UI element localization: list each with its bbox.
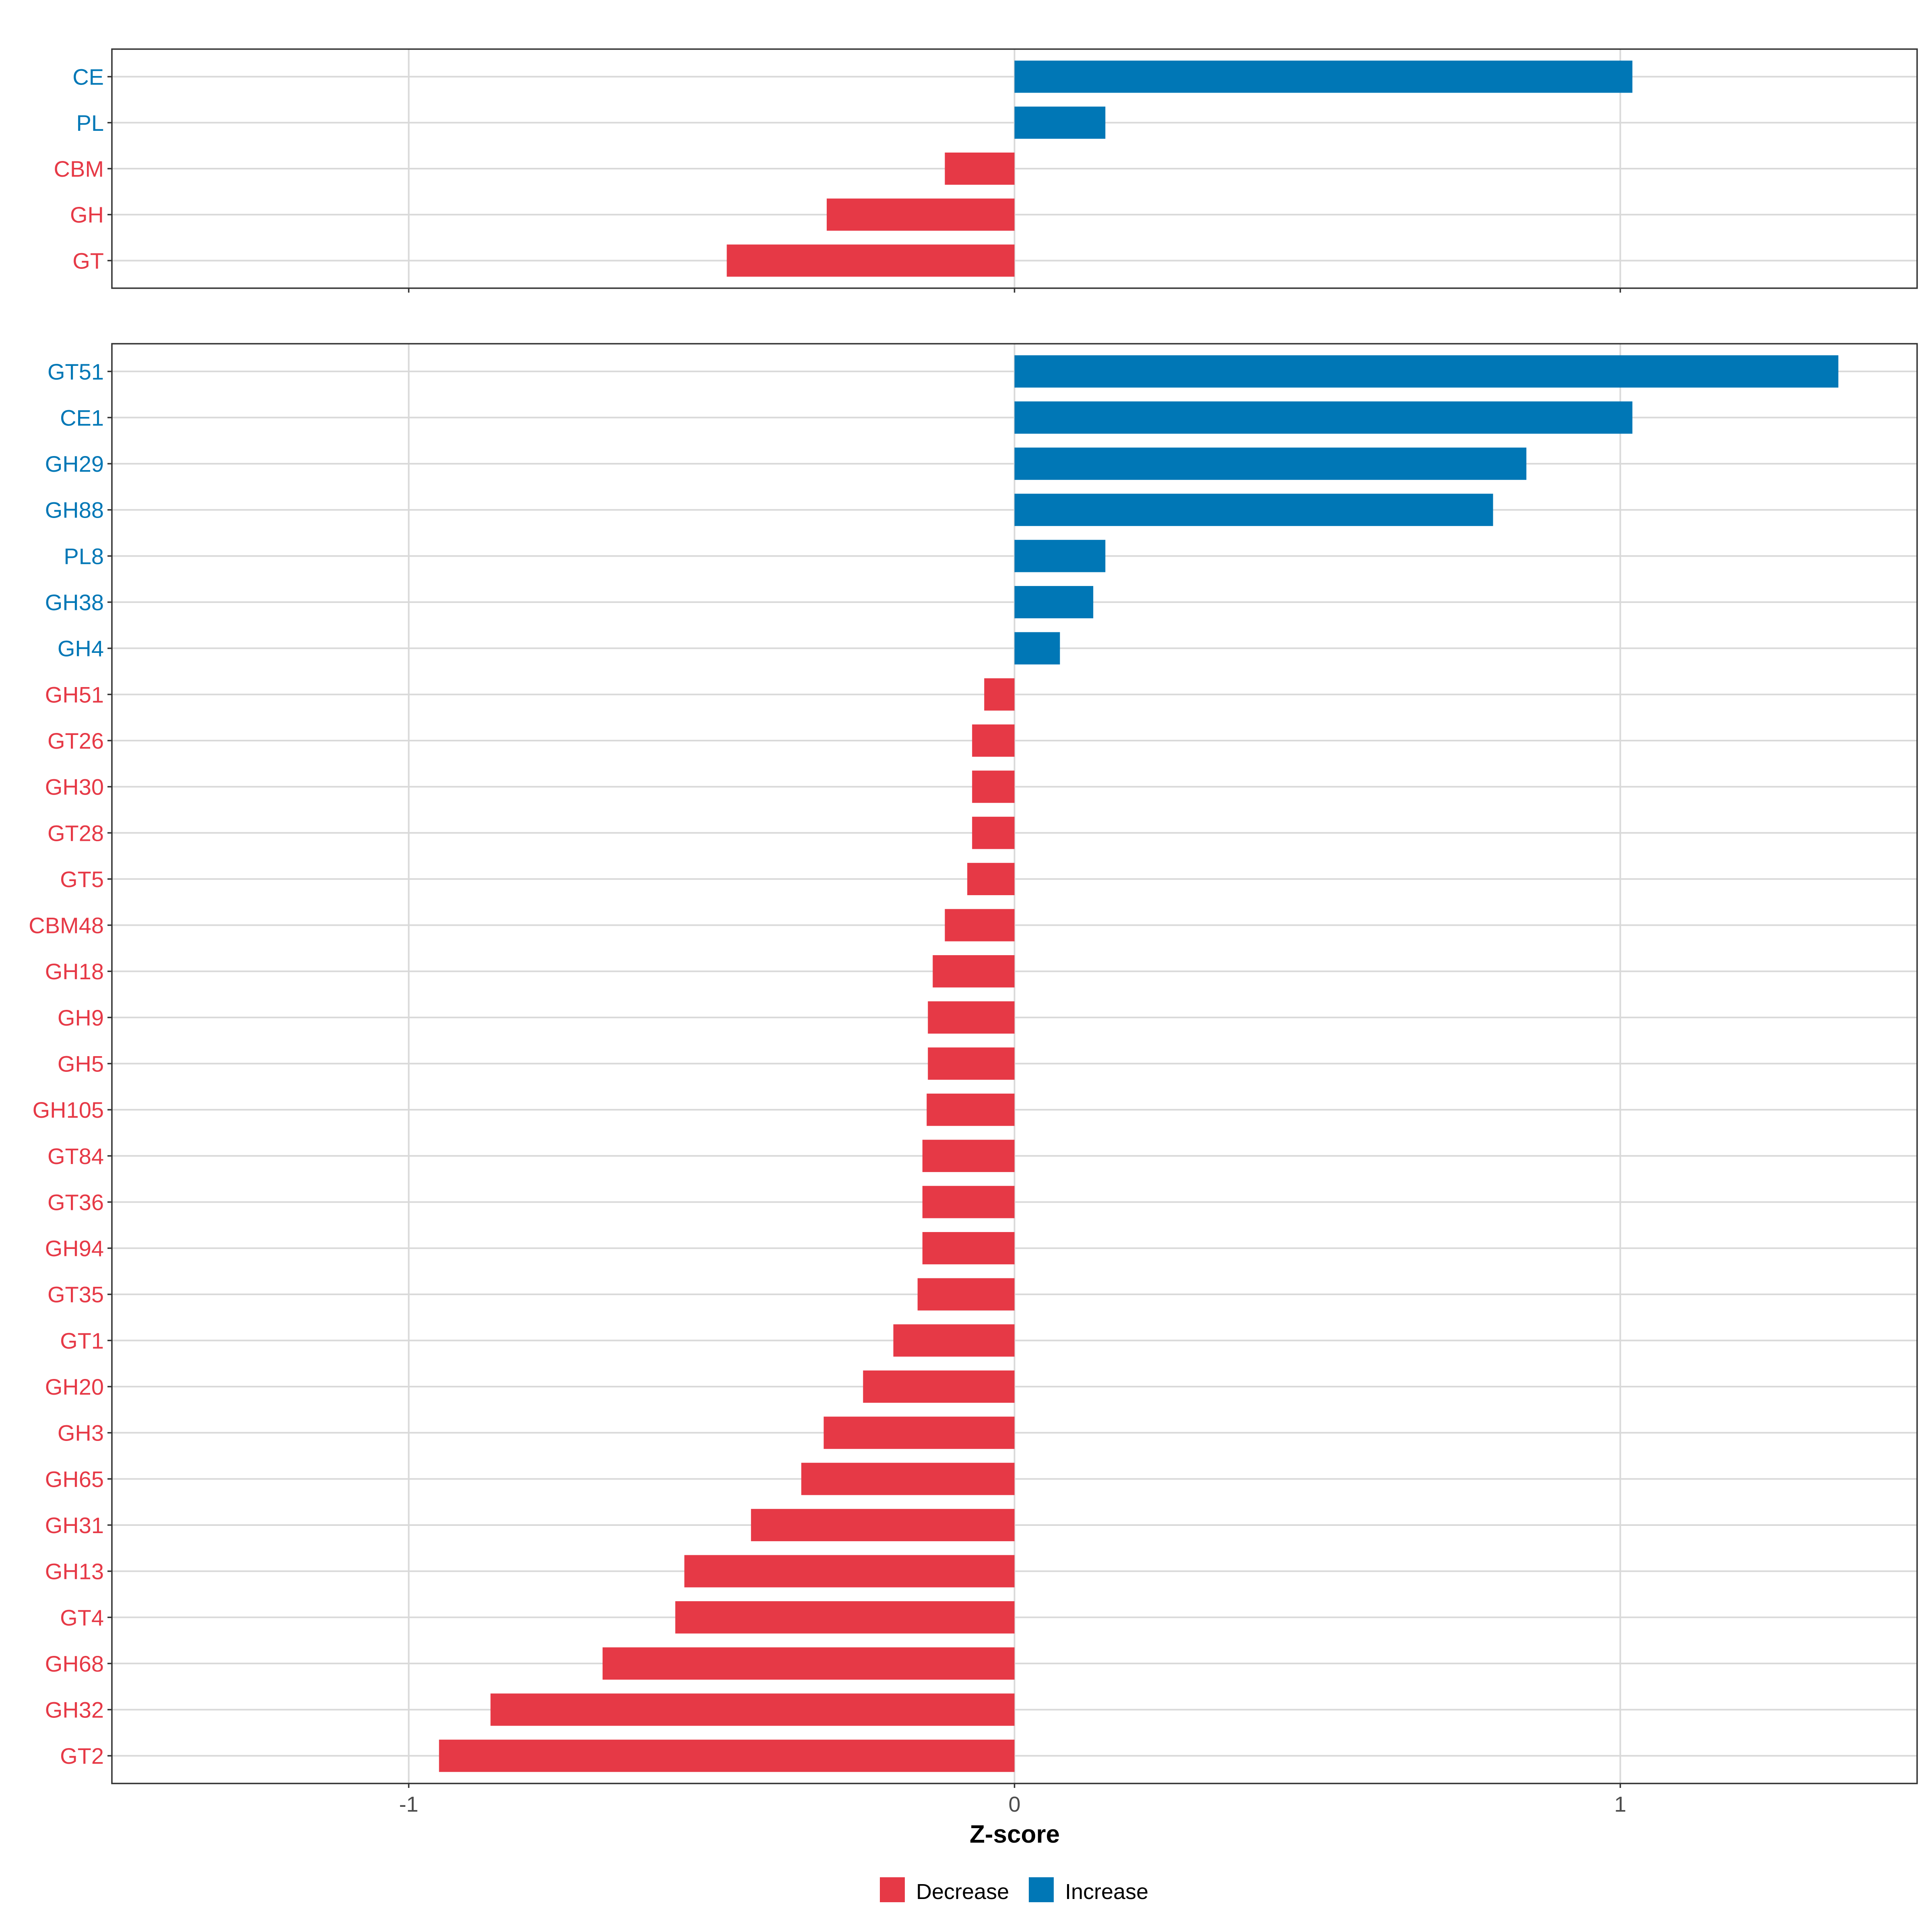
bar-gt2 xyxy=(439,1740,1015,1772)
bar-gh68 xyxy=(603,1647,1015,1680)
bar-gh4 xyxy=(1014,632,1060,665)
bar-cbm xyxy=(945,153,1015,185)
category-label-gh32: GH32 xyxy=(45,1697,104,1723)
category-label-gt35: GT35 xyxy=(47,1282,104,1307)
category-label-ce1: CE1 xyxy=(60,405,104,430)
category-label-gt26: GT26 xyxy=(47,728,104,753)
x-tick-label-0: -1 xyxy=(399,1792,418,1816)
bar-gh5 xyxy=(928,1047,1015,1080)
category-label-gt4: GT4 xyxy=(60,1605,104,1630)
category-label-cbm: CBM xyxy=(54,156,104,182)
legend-label-increase: Increase xyxy=(1065,1880,1148,1904)
category-label-gt: GT xyxy=(72,248,104,273)
bar-gt84 xyxy=(922,1139,1015,1172)
category-label-gh94: GH94 xyxy=(45,1236,104,1261)
bar-gh88 xyxy=(1014,493,1493,526)
category-label-gh20: GH20 xyxy=(45,1374,104,1399)
category-label-gh29: GH29 xyxy=(45,451,104,477)
category-label-gt5: GT5 xyxy=(60,867,104,892)
bar-gh3 xyxy=(824,1416,1015,1449)
bar-gh18 xyxy=(933,955,1015,988)
category-label-gh9: GH9 xyxy=(58,1005,104,1030)
category-label-gt2: GT2 xyxy=(60,1743,104,1769)
category-label-gh68: GH68 xyxy=(45,1651,104,1676)
category-label-gt51: GT51 xyxy=(47,359,104,384)
bar-gt26 xyxy=(972,724,1015,757)
bar-gt5 xyxy=(967,863,1015,896)
bar-gt28 xyxy=(972,817,1015,849)
category-label-gh18: GH18 xyxy=(45,959,104,984)
bar-gh94 xyxy=(922,1232,1015,1265)
bar-gh51 xyxy=(984,678,1015,711)
bar-gh29 xyxy=(1014,447,1527,480)
category-label-pl: PL xyxy=(76,110,104,136)
top-panel-bars xyxy=(727,60,1633,277)
bar-ce xyxy=(1014,60,1633,93)
top-panel: CE PL CBM GH GT xyxy=(54,48,1918,293)
category-label-gt28: GT28 xyxy=(47,820,104,846)
bar-gh9 xyxy=(928,1001,1015,1034)
legend-label-decrease: Decrease xyxy=(916,1880,1009,1904)
bar-gt1 xyxy=(893,1324,1015,1357)
legend-swatch-decrease xyxy=(880,1877,905,1902)
category-label-gh4: GH4 xyxy=(58,636,104,661)
category-label-gh13: GH13 xyxy=(45,1559,104,1584)
bar-gt35 xyxy=(917,1278,1015,1311)
x-tick-label-1: 0 xyxy=(1008,1792,1020,1816)
category-label-gt1: GT1 xyxy=(60,1328,104,1353)
bar-pl8 xyxy=(1014,540,1106,572)
category-label-gt84: GT84 xyxy=(47,1144,104,1169)
bar-gh20 xyxy=(863,1370,1015,1403)
category-label-gh30: GH30 xyxy=(45,774,104,800)
top-panel-category-labels: CE PL CBM GH GT xyxy=(54,64,104,274)
bottom-panel-ticks xyxy=(107,371,1621,1788)
bar-gt51 xyxy=(1014,355,1839,388)
bar-gh xyxy=(826,198,1015,231)
bar-cbm48 xyxy=(945,909,1015,941)
x-axis-tick-labels: -1 0 1 xyxy=(399,1792,1626,1816)
bar-gh105 xyxy=(927,1094,1015,1126)
bar-gt36 xyxy=(922,1186,1015,1218)
category-label-cbm48: CBM48 xyxy=(29,913,104,938)
category-label-gt36: GT36 xyxy=(47,1189,104,1215)
top-panel-ticks xyxy=(107,76,1621,293)
bar-gh32 xyxy=(490,1693,1015,1726)
bar-gh30 xyxy=(972,770,1015,803)
category-label-gh: GH xyxy=(70,202,104,227)
bar-gt xyxy=(727,244,1015,277)
bar-gt4 xyxy=(675,1601,1015,1634)
bar-gh31 xyxy=(751,1509,1015,1542)
category-label-gh3: GH3 xyxy=(58,1420,104,1446)
bar-gh65 xyxy=(801,1463,1015,1495)
category-label-pl8: PL8 xyxy=(64,543,104,569)
category-label-gh65: GH65 xyxy=(45,1466,104,1492)
category-label-gh51: GH51 xyxy=(45,682,104,707)
bottom-panel-category-labels: GT51 CE1 GH29 GH88 PL8 GH38 GH4 GH51 GT26 GH30 GT2… xyxy=(29,359,104,1769)
category-label-gh5: GH5 xyxy=(58,1051,104,1077)
category-label-gh88: GH88 xyxy=(45,497,104,523)
category-label-ce: CE xyxy=(72,64,104,90)
x-tick-label-2: 1 xyxy=(1614,1792,1627,1816)
bottom-panel-bars xyxy=(439,355,1839,1772)
category-label-gh31: GH31 xyxy=(45,1513,104,1538)
x-axis-title: Z-score xyxy=(970,1821,1060,1848)
legend: Decrease Increase xyxy=(880,1877,1148,1904)
category-label-gh38: GH38 xyxy=(45,590,104,615)
legend-swatch-increase xyxy=(1029,1877,1054,1902)
bar-gh38 xyxy=(1014,586,1094,619)
bar-pl xyxy=(1014,106,1106,139)
bar-ce1 xyxy=(1014,401,1633,434)
bottom-panel: GT51CE1GH29GH88PL8GH38GH4GH51GT26GH30GT2… xyxy=(29,343,1918,1816)
bar-gh13 xyxy=(684,1555,1015,1587)
category-label-gh105: GH105 xyxy=(33,1097,104,1123)
